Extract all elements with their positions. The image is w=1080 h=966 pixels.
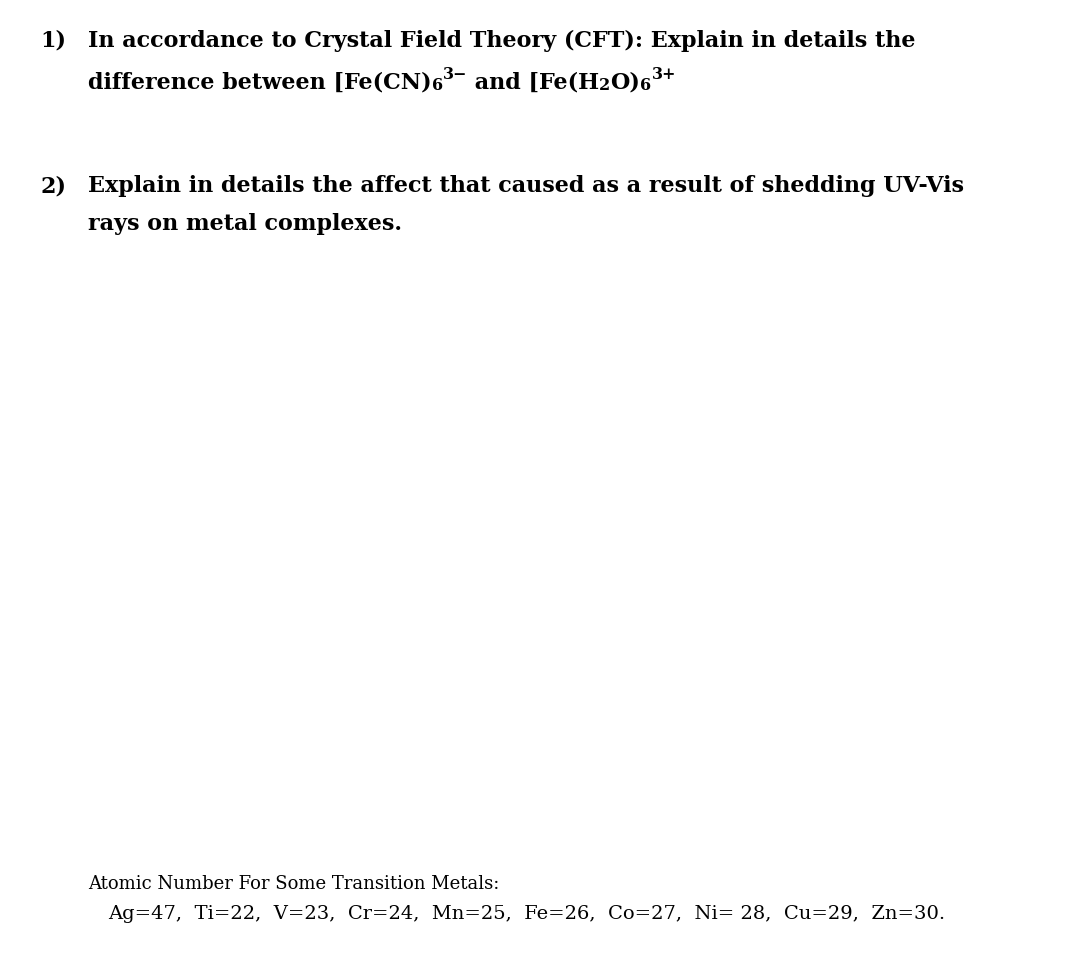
Text: 3−: 3− (443, 66, 468, 83)
Text: In accordance to Crystal Field Theory (CFT): Explain in details the: In accordance to Crystal Field Theory (C… (87, 30, 916, 52)
Text: 6: 6 (640, 77, 651, 94)
Text: 2): 2) (40, 175, 66, 197)
Text: difference between [Fe(CN): difference between [Fe(CN) (87, 72, 432, 94)
Text: 1): 1) (40, 30, 66, 52)
Text: Explain in details the affect that caused as a result of shedding UV-Vis: Explain in details the affect that cause… (87, 175, 964, 197)
Text: Ag=47,  Ti=22,  V=23,  Cr=24,  Mn=25,  Fe=26,  Co=27,  Ni= 28,  Cu=29,  Zn=30.: Ag=47, Ti=22, V=23, Cr=24, Mn=25, Fe=26,… (108, 905, 945, 923)
Text: 6: 6 (432, 77, 443, 94)
Text: 3+: 3+ (651, 66, 676, 83)
Text: and [Fe(H: and [Fe(H (468, 72, 599, 94)
Text: 2: 2 (599, 77, 610, 94)
Text: rays on metal complexes.: rays on metal complexes. (87, 213, 402, 235)
Text: Atomic Number For Some Transition Metals:: Atomic Number For Some Transition Metals… (87, 875, 499, 893)
Text: O): O) (610, 72, 640, 94)
